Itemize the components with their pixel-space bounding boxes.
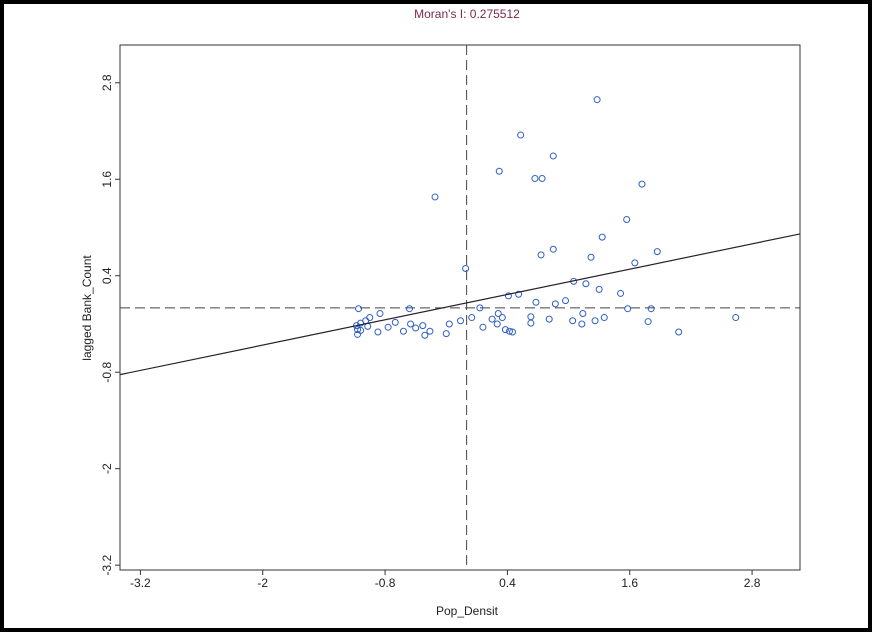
- y-tick-label: -0.8: [100, 362, 114, 383]
- page: {"chart_data": { "type": "scatter", "tit…: [0, 0, 872, 632]
- y-tick-label: 1.6: [100, 171, 114, 188]
- y-tick-label: 2.8: [100, 74, 114, 91]
- y-tick-label: 0.4: [100, 267, 114, 284]
- y-tick-label: -2: [100, 463, 114, 474]
- x-tick-label: 1.6: [621, 576, 638, 590]
- x-axis-label: Pop_Densit: [436, 604, 499, 618]
- frame: [2, 2, 870, 630]
- x-tick-label: 2.8: [744, 576, 761, 590]
- y-tick-label: -3.2: [100, 555, 114, 576]
- x-tick-label: -2: [257, 576, 268, 590]
- y-axis-label: lagged Bank_Count: [80, 255, 94, 361]
- chart: Moran's I: 0.275512 Pop_Densit lagged Ba…: [0, 0, 872, 632]
- x-tick-label: 0.4: [499, 576, 516, 590]
- x-tick-label: -3.2: [130, 576, 151, 590]
- chart-title: Moran's I: 0.275512: [414, 7, 520, 21]
- x-tick-label: -0.8: [375, 576, 396, 590]
